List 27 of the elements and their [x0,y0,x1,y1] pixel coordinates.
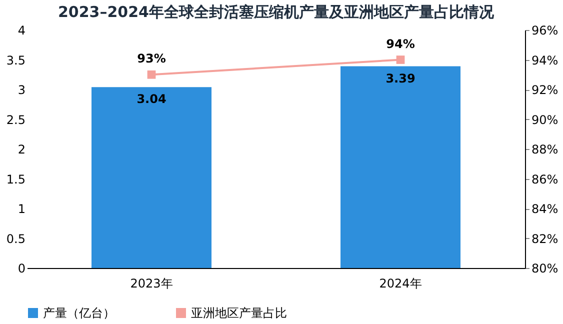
data-label: 93% [137,52,166,66]
data-label: 3.04 [136,92,166,106]
y-tick-label: 4 [18,24,26,38]
y-tick-label: 2 [18,142,26,156]
x-tick-label: 2023年 [130,276,173,290]
data-label: 3.39 [386,71,416,86]
legend-label: 亚洲地区产量占比 [191,306,287,320]
y2-tick-label: 86% [532,172,558,186]
y2-tick-label: 94% [532,53,558,68]
y-tick-label: 3 [18,83,26,97]
y-tick-label: 2.5 [6,112,26,127]
chart-title: 2023–2024年全球全封活塞压缩机产量及亚洲地区产量占比情况 [58,3,495,21]
x-tick-label: 2024年 [379,276,422,290]
y2-tick-label: 96% [532,24,558,38]
y2-tick-label: 90% [532,112,558,127]
y2-tick-label: 84% [532,202,558,216]
y2-tick-label: 88% [532,142,558,156]
y-tick-label: 1.5 [6,172,26,186]
y-tick-label: 0 [18,262,26,276]
y-tick-label: 1 [18,202,26,216]
legend-label: 产量（亿台） [43,306,115,320]
y2-tick-label: 92% [532,83,558,97]
y2-tick-label: 82% [532,232,558,246]
y-tick-label: 3.5 [6,53,26,68]
data-label: 94% [386,36,415,51]
y-tick-label: 0.5 [6,232,26,246]
y2-tick-label: 80% [532,262,558,276]
